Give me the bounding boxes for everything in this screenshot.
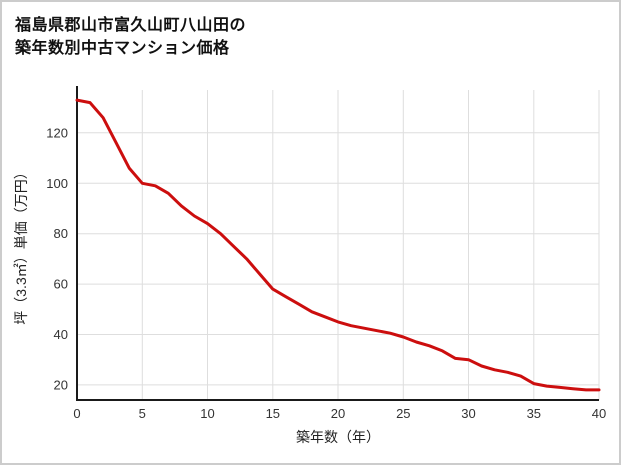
svg-text:0: 0 bbox=[73, 406, 80, 421]
chart-title-line2: 築年数別中古マンション価格 bbox=[15, 40, 230, 57]
chart-title-line1: 福島県郡山市富久山町八山田の bbox=[15, 17, 247, 34]
svg-text:15: 15 bbox=[266, 406, 280, 421]
svg-text:40: 40 bbox=[54, 327, 68, 342]
axes bbox=[76, 86, 599, 401]
y-tick-labels: 20 40 60 80 100 120 bbox=[46, 125, 68, 392]
x-axis-label: 築年数（年） bbox=[296, 429, 380, 445]
svg-text:60: 60 bbox=[54, 277, 68, 292]
svg-text:20: 20 bbox=[54, 377, 68, 392]
svg-text:100: 100 bbox=[46, 176, 68, 191]
grid bbox=[77, 90, 600, 400]
svg-text:35: 35 bbox=[527, 406, 541, 421]
svg-text:80: 80 bbox=[54, 226, 68, 241]
svg-text:20: 20 bbox=[331, 406, 345, 421]
svg-text:40: 40 bbox=[592, 406, 606, 421]
y-axis-label: 坪（3.3㎡）単価（万円） bbox=[13, 165, 29, 324]
svg-text:30: 30 bbox=[461, 406, 475, 421]
price-series-line bbox=[75, 98, 601, 392]
svg-text:120: 120 bbox=[46, 125, 68, 140]
x-tick-labels: 0 5 10 15 20 25 30 35 40 bbox=[73, 406, 606, 421]
chart-title: 福島県郡山市富久山町八山田の 築年数別中古マンション価格 bbox=[15, 14, 246, 60]
svg-text:10: 10 bbox=[200, 406, 214, 421]
svg-text:5: 5 bbox=[139, 406, 146, 421]
svg-text:25: 25 bbox=[396, 406, 410, 421]
